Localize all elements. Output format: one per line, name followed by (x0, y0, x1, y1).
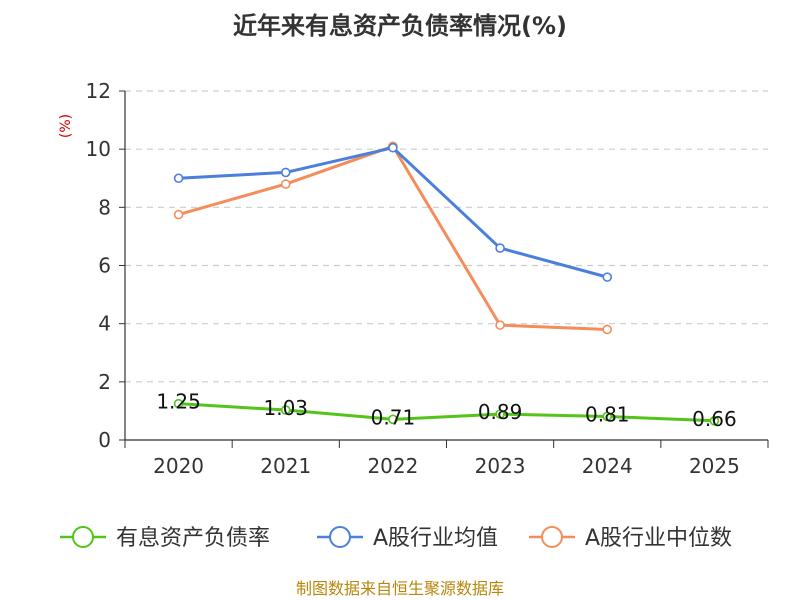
y-tick-label: 10 (86, 137, 111, 161)
legend-label: A股行业中位数 (585, 526, 732, 551)
y-tick-label: 8 (98, 195, 111, 219)
x-tick-label: 2020 (153, 454, 204, 478)
legend-item-1[interactable]: A股行业均值 (317, 526, 498, 551)
x-tick-label: 2025 (689, 454, 740, 478)
data-label: 0.81 (585, 402, 630, 426)
data-point-1[interactable] (495, 243, 505, 253)
axes: 0 2 4 6 8 10 12 2020 2021 2022 2023 2024 2025 (86, 79, 769, 478)
legend-item-0[interactable]: 有息资产负债率 (60, 526, 270, 551)
data-point-0[interactable] (602, 411, 613, 422)
series-layer (173, 141, 720, 426)
legend-label: 有息资产负债率 (116, 526, 270, 551)
legend-item-2[interactable]: A股行业中位数 (529, 526, 732, 551)
data-point-2[interactable] (280, 179, 291, 189)
data-point-1[interactable] (388, 142, 398, 153)
y-tick-label: 4 (98, 312, 111, 336)
legend-label: A股行业均值 (373, 526, 498, 551)
data-point-0[interactable] (388, 414, 398, 425)
x-tick-label: 2021 (260, 454, 311, 478)
legend-marker-icon (541, 526, 563, 548)
data-point-2[interactable] (173, 209, 184, 220)
legend-marker-icon (72, 526, 94, 548)
y-tick-label: 2 (98, 370, 111, 394)
source-note: 制图数据来自恒生聚源数据库 (296, 579, 504, 598)
data-point-2[interactable] (495, 320, 505, 330)
data-label: 0.66 (692, 407, 737, 431)
y-tick-label: 12 (86, 79, 111, 103)
chart-title: 近年来有息资产负债率情况(%) (233, 12, 567, 40)
x-tick-label: 2024 (582, 454, 633, 478)
data-labels: 1.25 1.03 0.71 0.89 0.81 0.66 (156, 390, 736, 431)
series-line-0 (178, 402, 715, 423)
data-point-1[interactable] (602, 272, 613, 282)
data-point-1[interactable] (173, 173, 184, 184)
y-axis-label: (%) (58, 114, 74, 138)
data-point-0[interactable] (709, 416, 720, 426)
data-point-0[interactable] (173, 398, 184, 409)
data-label: 0.89 (478, 400, 523, 424)
data-point-1[interactable] (280, 167, 291, 178)
data-label: 0.71 (371, 405, 416, 429)
legend-marker-icon (329, 526, 351, 548)
data-point-2[interactable] (602, 324, 613, 335)
x-tick-label: 2022 (367, 454, 418, 478)
y-tick-label: 6 (98, 254, 111, 278)
data-label: 1.25 (156, 390, 201, 414)
y-tick-label: 0 (98, 428, 111, 452)
data-point-0[interactable] (280, 405, 291, 415)
series-line-1 (178, 146, 608, 279)
data-label: 1.03 (263, 396, 308, 420)
legend[interactable]: 有息资产负债率 A股行业均值 A股行业中位数 (60, 526, 732, 551)
x-tick-label: 2023 (475, 454, 526, 478)
grid (125, 90, 768, 383)
data-point-0[interactable] (495, 409, 505, 419)
